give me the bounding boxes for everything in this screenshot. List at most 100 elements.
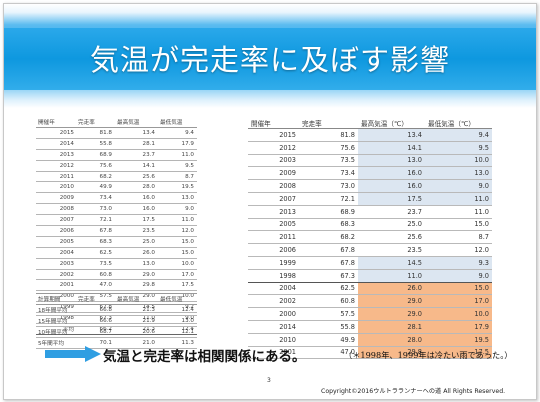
yearly-table-cell: 29.0 <box>115 269 158 281</box>
sorted-table-cell: 25.0 <box>358 218 425 232</box>
sorted-table-cell: 13.0 <box>358 154 425 168</box>
sorted-table-cell: 67.8 <box>299 256 358 270</box>
yearly-table-header: 最高気温 <box>115 117 158 128</box>
sorted-table-header: 完走率 <box>299 117 358 129</box>
sorted-table-cell: 68.2 <box>299 230 358 245</box>
yearly-table-row: 2011 68.2 25.6 8.7 <box>36 171 197 183</box>
yearly-table-cell: 47.0 <box>76 279 115 292</box>
period-table-row: 15年間平均 66.6 21.9 13.0 <box>36 315 197 327</box>
yearly-table-cell: 17.5 <box>158 279 197 292</box>
sorted-table-cell: 16.0 <box>358 166 425 181</box>
sorted-table-cell: 28.1 <box>358 320 425 334</box>
page-number: 3 <box>267 377 271 384</box>
period-table-row: 18年間平均 66.8 21.3 12.4 <box>36 304 197 316</box>
sorted-table-cell: 2015 <box>248 128 299 142</box>
yearly-table-cell: 73.0 <box>76 203 115 216</box>
sorted-table-cell: 81.8 <box>299 128 358 142</box>
yearly-table-cell: 60.8 <box>76 269 115 281</box>
sorted-table-cell: 2003 <box>248 154 299 168</box>
sorted-table-row: 2009 73.4 16.0 13.0 <box>248 166 492 181</box>
sorted-table-header: 最低気温（℃） <box>425 117 492 129</box>
yearly-table-cell: 2012 <box>36 160 76 172</box>
yearly-table-row: 2004 62.5 26.0 15.0 <box>36 247 197 259</box>
yearly-table-cell: 68.3 <box>76 236 115 248</box>
sorted-table-row: 1999 67.8 14.5 9.3 <box>248 256 492 270</box>
sorted-table-cell: 73.0 <box>299 179 358 193</box>
conclusion-text: 気温と完走率は相関関係にある。 <box>103 349 306 365</box>
period-table-cell: 18年間平均 <box>36 304 76 316</box>
yearly-table-row: 2007 72.1 17.5 11.0 <box>36 214 197 227</box>
yearly-table-row: 2013 68.9 23.7 11.0 <box>36 149 197 161</box>
sorted-finish-rate-table: 開催年 完走率 最高気温（℃） 最低気温（℃） 2015 81.8 13.4 9.4 2012… <box>248 117 492 360</box>
sorted-table-cell: 2005 <box>248 218 299 232</box>
sorted-table-cell: 14.5 <box>358 256 425 270</box>
yearly-table-row: 2008 73.0 16.0 9.0 <box>36 203 197 216</box>
yearly-table-cell: 8.7 <box>158 171 197 183</box>
yearly-table-cell: 67.8 <box>76 225 115 237</box>
sorted-table-cell: 26.0 <box>358 282 425 296</box>
sorted-table-cell: 62.5 <box>299 282 358 296</box>
yearly-table-cell: 17.9 <box>158 138 197 150</box>
sorted-table-cell: 2008 <box>248 179 299 193</box>
sorted-table-cell: 2006 <box>248 243 299 257</box>
sorted-table-header: 開催年 <box>248 117 299 129</box>
yearly-table-cell: 2009 <box>36 192 76 205</box>
yearly-table-cell: 2008 <box>36 203 76 216</box>
yearly-table-row: 2012 75.6 14.1 9.5 <box>36 160 197 172</box>
sorted-table-cell: 9.5 <box>425 141 492 155</box>
sorted-table-cell: 17.5 <box>425 346 492 360</box>
sorted-table-cell: 55.8 <box>299 320 358 334</box>
period-table-cell: 21.3 <box>115 304 158 316</box>
yearly-table-cell: 9.0 <box>158 203 197 216</box>
yearly-table-cell: 11.0 <box>158 214 197 227</box>
sorted-table-cell: 75.6 <box>299 141 358 155</box>
yearly-table-cell: 16.0 <box>115 203 158 216</box>
sorted-table-cell: 11.0 <box>425 192 492 206</box>
yearly-table-cell: 16.0 <box>115 192 158 205</box>
yearly-table-header: 最低気温 <box>158 117 197 128</box>
sorted-table-cell: 16.0 <box>358 179 425 193</box>
sorted-table-cell: 9.0 <box>425 179 492 193</box>
sorted-table-row: 2011 68.2 25.6 8.7 <box>248 230 492 245</box>
sorted-table-cell: 2014 <box>248 320 299 334</box>
sorted-table-row: 2015 81.8 13.4 9.4 <box>248 128 492 142</box>
yearly-table-cell: 2013 <box>36 149 76 161</box>
yearly-table-cell: 9.5 <box>158 160 197 172</box>
sorted-table-row: 2006 67.8 23.5 12.0 <box>248 243 492 257</box>
sorted-table-cell: 13.0 <box>425 166 492 181</box>
sorted-table-cell: 15.0 <box>425 218 492 232</box>
yearly-table-cell: 2006 <box>36 225 76 237</box>
sorted-table-cell: 17.5 <box>358 192 425 206</box>
slide-title: 気温が完走率に及ぼす影響 <box>89 43 450 77</box>
yearly-table-cell: 2004 <box>36 247 76 259</box>
sorted-table-cell: 29.0 <box>358 294 425 309</box>
yearly-table-cell: 49.9 <box>76 181 115 194</box>
yearly-table-cell: 29.8 <box>115 279 158 292</box>
sorted-table-cell: 10.0 <box>425 154 492 168</box>
sorted-table-cell: 2000 <box>248 307 299 321</box>
yearly-table-cell: 72.1 <box>76 214 115 227</box>
sorted-table-cell: 12.0 <box>425 243 492 257</box>
yearly-table-row: 2001 47.0 29.8 17.5 <box>36 279 197 292</box>
sorted-table-cell: 57.5 <box>299 307 358 321</box>
period-table-cell: 68.7 <box>76 326 115 338</box>
period-table-cell: 66.6 <box>76 315 115 327</box>
period-table-header: 計算期間 <box>36 293 76 305</box>
title-band <box>4 28 536 90</box>
period-table-header: 完走率 <box>76 293 115 305</box>
yearly-table-cell: 15.0 <box>158 236 197 248</box>
yearly-table-cell: 2007 <box>36 214 76 227</box>
yearly-table-row: 2010 49.9 28.0 19.5 <box>36 181 197 194</box>
yearly-table-cell: 75.6 <box>76 160 115 172</box>
sorted-table-row: 2014 55.8 28.1 17.9 <box>248 320 492 334</box>
sorted-table-row: 2004 62.5 26.0 15.0 <box>248 282 492 296</box>
sorted-table-cell: 1998 <box>248 269 299 283</box>
sorted-table-cell: 13.4 <box>358 128 425 142</box>
yearly-table-cell: 23.5 <box>115 225 158 237</box>
sorted-table-cell: 60.8 <box>299 294 358 309</box>
sorted-table-row: 2005 68.3 25.0 15.0 <box>248 218 492 232</box>
yearly-table-header: 完走率 <box>76 117 115 128</box>
yearly-table-cell: 14.1 <box>115 160 158 172</box>
sorted-table-cell: 9.4 <box>425 128 492 142</box>
yearly-table-row: 2005 68.3 25.0 15.0 <box>36 236 197 248</box>
